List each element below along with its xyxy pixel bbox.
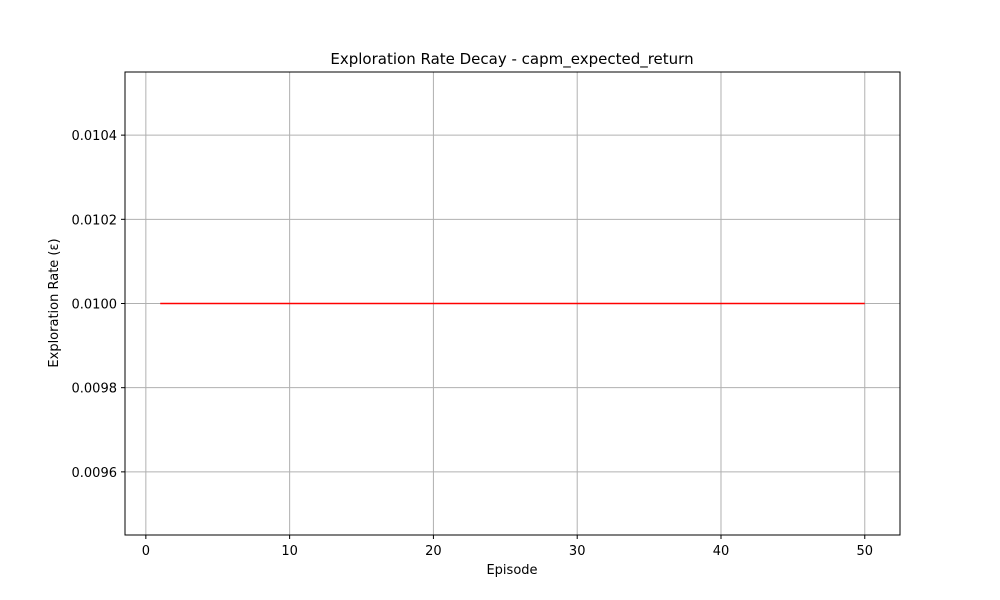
y-tick-label: 0.0098	[72, 382, 118, 397]
y-ticks: 0.0096 0.0098 0.0100 0.0102 0.0104	[72, 129, 125, 481]
x-tick-label: 40	[713, 544, 730, 559]
y-tick-label: 0.0096	[72, 466, 118, 481]
y-tick-label: 0.0102	[72, 213, 118, 228]
y-tick-label: 0.0104	[72, 129, 118, 144]
y-tick-label: 0.0100	[72, 298, 118, 313]
x-tick-label: 30	[569, 544, 586, 559]
y-axis-label: Exploration Rate (ε)	[47, 238, 62, 367]
chart-title: Exploration Rate Decay - capm_expected_r…	[330, 50, 693, 69]
x-tick-label: 50	[856, 544, 873, 559]
x-tick-label: 0	[142, 544, 150, 559]
x-tick-label: 20	[425, 544, 442, 559]
x-ticks: 0 10 20 30 40 50	[142, 535, 873, 559]
x-axis-label: Episode	[486, 563, 537, 578]
x-tick-label: 10	[281, 544, 298, 559]
